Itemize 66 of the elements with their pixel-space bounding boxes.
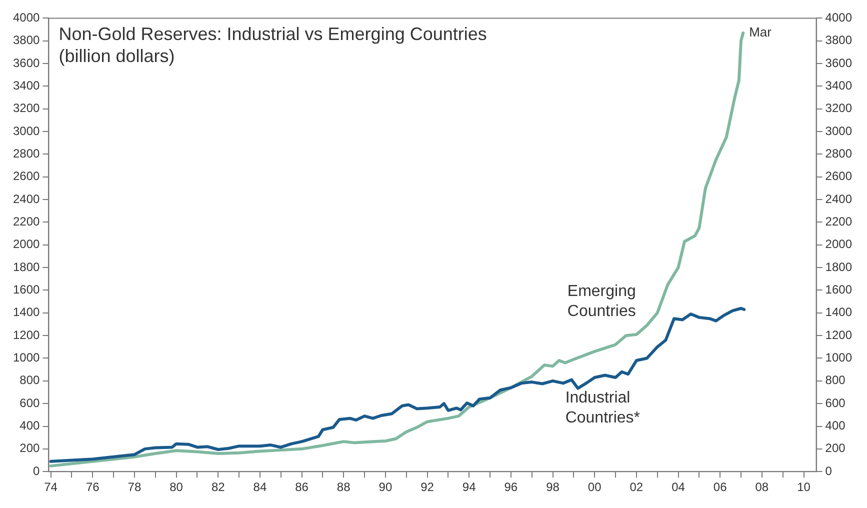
y2-tick-label: 3800 — [825, 33, 852, 48]
x-tick-label: 84 — [253, 480, 267, 494]
y2-tick-label: 800 — [825, 373, 846, 388]
y2-tick-label: 600 — [825, 396, 846, 410]
y2-tick-label: 3000 — [825, 124, 852, 138]
y-tick-label: 3600 — [12, 56, 40, 70]
y2-tick-label: 2800 — [825, 146, 852, 161]
y-tick-label: 1200 — [12, 328, 40, 342]
y-tick-label: 1400 — [12, 305, 40, 320]
y2-tick-label: 1600 — [825, 282, 852, 297]
y-tick-label: 200 — [20, 441, 40, 456]
series-label: Emerging Countries — [567, 282, 636, 320]
x-tick-label: 80 — [170, 480, 184, 494]
text: (billion dollars) — [58, 46, 175, 66]
y2-tick-label: 1200 — [825, 328, 852, 342]
x-tick-label: 94 — [462, 480, 476, 494]
x-tick-label: 06 — [713, 480, 728, 494]
y2-tick-label: 1400 — [825, 305, 852, 320]
y-tick-label: 3400 — [12, 78, 40, 93]
y2-tick-label: 200 — [825, 441, 846, 456]
x-tick-label: 98 — [546, 480, 560, 494]
y-tick-label: 800 — [20, 373, 40, 388]
x-tick-label: 78 — [128, 480, 142, 494]
x-tick-label: 90 — [378, 480, 392, 494]
y2-tick-label: 1800 — [825, 260, 852, 274]
x-tick-label: 10 — [797, 480, 811, 494]
chart-title: Non-Gold Reserves: Industrial vs Emerging Countries — [58, 24, 487, 44]
y2-tick-label: 3200 — [825, 101, 852, 116]
y2-tick-label: 3600 — [825, 56, 852, 70]
x-tick-label: 76 — [86, 480, 100, 494]
y-tick-label: 600 — [20, 396, 40, 410]
series-label: Industrial Countries* — [565, 390, 640, 427]
y-tick-label: 1000 — [12, 350, 40, 365]
x-tick-label: 04 — [672, 480, 686, 494]
y-tick-label: 400 — [20, 418, 40, 433]
y-tick-label: 2400 — [12, 192, 40, 206]
y2-tick-label: 2000 — [825, 237, 852, 252]
y2-tick-label: 400 — [825, 418, 846, 433]
y-tick-label: 3200 — [12, 101, 40, 116]
y-tick-label: 3800 — [12, 33, 40, 48]
y-tick-label: 2200 — [12, 214, 40, 229]
y-tick-label: 2800 — [12, 146, 40, 161]
y-tick-label: 0 — [33, 464, 40, 478]
y-tick-label: 1600 — [12, 282, 40, 297]
x-tick-label: 02 — [630, 480, 644, 494]
x-tick-label: 96 — [504, 480, 518, 494]
x-tick-label: 82 — [211, 480, 226, 494]
x-tick-label: 86 — [295, 480, 309, 494]
annotation: Mar — [749, 24, 772, 40]
x-tick-label: 08 — [755, 480, 769, 494]
x-tick-label: 88 — [336, 480, 351, 494]
y2-tick-label: 3400 — [825, 78, 852, 93]
y2-tick-label: 2400 — [825, 192, 852, 206]
y-tick-label: 2600 — [12, 169, 40, 184]
x-tick-label: 74 — [44, 480, 58, 494]
y2-tick-label: 1000 — [825, 350, 852, 365]
y2-tick-label: 2600 — [825, 169, 852, 184]
y-tick-label: 4000 — [12, 10, 40, 25]
y2-tick-label: 0 — [825, 464, 832, 478]
x-tick-label: 92 — [420, 480, 434, 494]
y-tick-label: 1800 — [12, 260, 40, 274]
y-tick-label: 3000 — [12, 124, 40, 138]
x-tick-label: 00 — [588, 480, 602, 494]
y-tick-label: 2000 — [12, 237, 40, 252]
y2-tick-label: 2200 — [825, 214, 852, 229]
y2-tick-label: 4000 — [825, 10, 852, 25]
